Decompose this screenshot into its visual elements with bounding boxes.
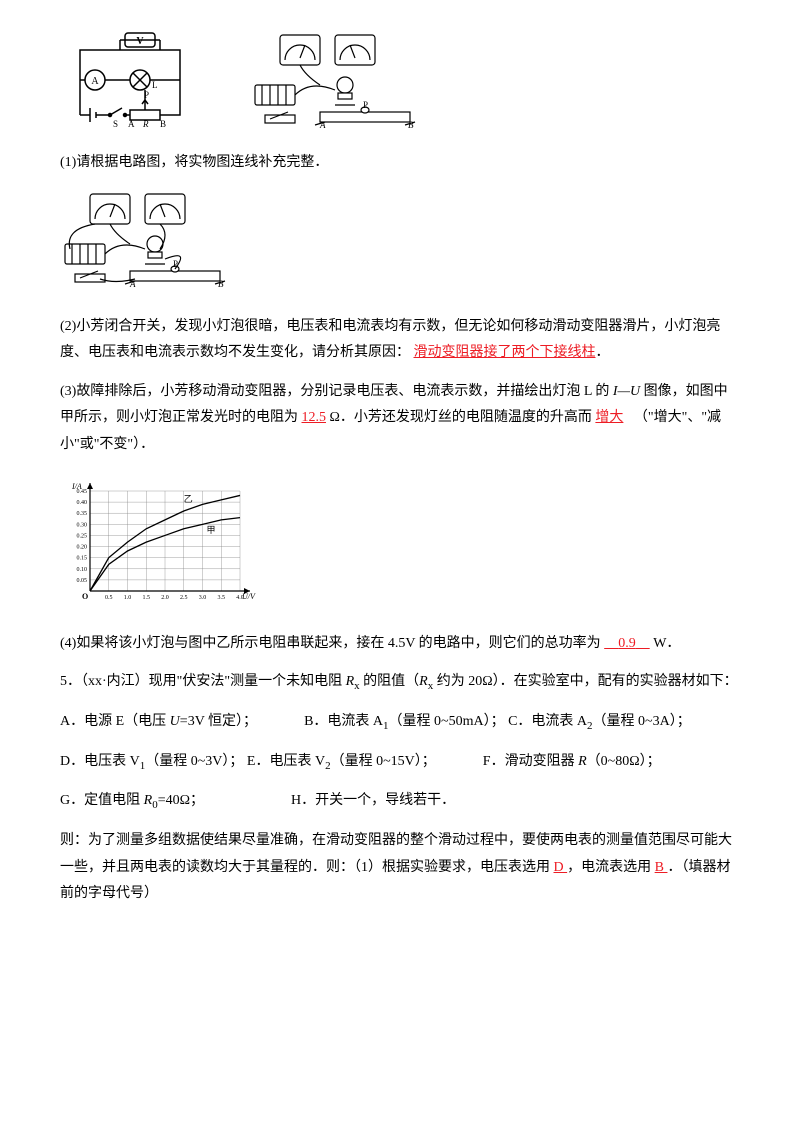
q5-d: D．电压表 V	[60, 754, 140, 769]
q5-rx2: R	[419, 674, 428, 689]
svg-text:0.15: 0.15	[77, 555, 88, 561]
q5-c: C．电流表 A	[508, 714, 587, 729]
svg-text:O: O	[82, 592, 88, 601]
q5-intro1: 5．（xx·内江）现用"伏安法"测量一个未知电阻	[60, 674, 342, 689]
svg-text:U/V: U/V	[242, 592, 256, 601]
q5-a2: =3V 恒定）；	[180, 714, 257, 729]
svg-text:1.5: 1.5	[143, 595, 151, 601]
q5-tail2: ，电流表选用	[567, 860, 651, 875]
svg-text:0.30: 0.30	[77, 522, 88, 528]
q5-b2: （量程 0~50mA）；	[389, 714, 505, 729]
q3-iu: I—U	[613, 384, 640, 399]
q5-g-r: R	[144, 793, 153, 808]
physical-diagram-top: A P B	[250, 30, 430, 130]
question-2: (2)小芳闭合开关，发现小灯泡很暗，电压表和电流表均有示数，但无论如何移动滑动变…	[60, 314, 740, 367]
q5-ans2: B	[655, 860, 668, 875]
q5-f: F．滑动变阻器	[483, 754, 578, 769]
q5-c2: （量程 0~3A）；	[593, 714, 691, 729]
phys2-p-label: P	[173, 259, 178, 269]
svg-text:I/A: I/A	[71, 482, 82, 491]
question-5-gh: G．定值电阻 R0=40Ω； H．开关一个，导线若干．	[60, 788, 740, 816]
q5-a-u: U	[170, 714, 180, 729]
figure-row-top: A V L P S A R B	[60, 30, 740, 130]
q4-answer: 0.9	[604, 636, 650, 651]
q5-ans1: D	[554, 860, 568, 875]
lamp-label: L	[152, 80, 158, 90]
q3-unit: Ω．小芳还发现灯丝的电阻随温度的升高而	[330, 410, 592, 425]
svg-text:1.0: 1.0	[124, 595, 132, 601]
svg-text:0.5: 0.5	[105, 595, 113, 601]
q5-rx: R	[346, 674, 355, 689]
circuit-schematic: A V L P S A R B	[60, 30, 200, 130]
q5-g2: =40Ω；	[158, 793, 204, 808]
iu-chart: 0.51.01.52.02.53.03.54.00.050.100.150.20…	[60, 471, 260, 611]
switch-label: S	[113, 119, 118, 129]
physical-diagram-answer: A P B	[60, 189, 240, 289]
q5-a: A．电源 E（电压	[60, 714, 170, 729]
q5-b: B．电流表 A	[304, 714, 383, 729]
q2-text: (2)小芳闭合开关，发现小灯泡很暗，电压表和电流表均有示数，但无论如何移动滑动变…	[60, 319, 720, 361]
svg-text:0.25: 0.25	[77, 533, 88, 539]
svg-text:乙: 乙	[184, 494, 193, 504]
q3-answer1: 12.5	[302, 410, 327, 425]
q5-h: H．开关一个，导线若干．	[291, 793, 455, 808]
q5-intro3: 约为 20Ω）．在实验室中，配有的实验器材如下：	[437, 674, 738, 689]
phys-b-label: B	[408, 120, 414, 130]
q3-text1: (3)故障排除后，小芳移动滑动变阻器，分别记录电压表、电流表示数，并描绘出灯泡 …	[60, 384, 609, 399]
rheostat-a-label: A	[128, 119, 135, 129]
q5-e2: （量程 0~15V）；	[331, 754, 436, 769]
q5-d2: （量程 0~3V）；	[145, 754, 243, 769]
rheostat-r-label: R	[142, 119, 149, 129]
voltmeter-label: V	[136, 36, 144, 47]
q5-f-r: R	[578, 754, 587, 769]
svg-text:0.40: 0.40	[77, 500, 88, 506]
svg-text:3.5: 3.5	[218, 595, 226, 601]
question-5-intro: 5．（xx·内江）现用"伏安法"测量一个未知电阻 Rx 的阻值（Rx 约为 20…	[60, 669, 740, 697]
svg-text:0.05: 0.05	[77, 577, 88, 583]
phys-a-label: A	[319, 120, 326, 130]
slider-p-label: P	[144, 90, 149, 100]
q5-g: G．定值电阻	[60, 793, 144, 808]
svg-text:甲: 甲	[207, 525, 216, 535]
question-5-tail: 则：为了测量多组数据使结果尽量准确，在滑动变阻器的整个滑动过程中，要使两电表的测…	[60, 828, 740, 908]
phys-p-label: P	[363, 100, 368, 110]
q3-answer2: 增大	[595, 410, 623, 425]
question-4: (4)如果将该小灯泡与图中乙所示电阻串联起来，接在 4.5V 的电路中，则它们的…	[60, 631, 740, 658]
q5-f2: （0~80Ω）；	[587, 754, 661, 769]
svg-text:2.0: 2.0	[161, 595, 169, 601]
q4-text: (4)如果将该小灯泡与图中乙所示电阻串联起来，接在 4.5V 的电路中，则它们的…	[60, 636, 601, 651]
svg-text:0.20: 0.20	[77, 544, 88, 550]
q2-answer: 滑动变阻器接了两个下接线柱	[414, 345, 596, 360]
svg-text:2.5: 2.5	[180, 595, 188, 601]
question-3: (3)故障排除后，小芳移动滑动变阻器，分别记录电压表、电流表示数，并描绘出灯泡 …	[60, 379, 740, 459]
ammeter-label: A	[91, 76, 99, 87]
q5-intro2: 的阻值（	[363, 674, 419, 689]
rheostat-b-label: B	[160, 119, 166, 129]
q4-unit: W．	[650, 636, 681, 651]
q2-period: ．	[596, 345, 610, 360]
question-5-def: D．电压表 V1（量程 0~3V）； E．电压表 V2（量程 0~15V）； F…	[60, 749, 740, 777]
q5-x: x	[354, 680, 360, 692]
svg-text:0.35: 0.35	[77, 511, 88, 517]
question-1: (1)请根据电路图，将实物图连线补充完整．	[60, 150, 740, 177]
phys2-b-label: B	[218, 279, 224, 289]
question-5-abc: A．电源 E（电压 U=3V 恒定）； B．电流表 A1（量程 0~50mA）；…	[60, 709, 740, 737]
svg-text:0.10: 0.10	[77, 566, 88, 572]
q5-e: E．电压表 V	[247, 754, 325, 769]
svg-text:3.0: 3.0	[199, 595, 207, 601]
phys2-a-label: A	[129, 279, 136, 289]
q5-x2: x	[428, 680, 434, 692]
